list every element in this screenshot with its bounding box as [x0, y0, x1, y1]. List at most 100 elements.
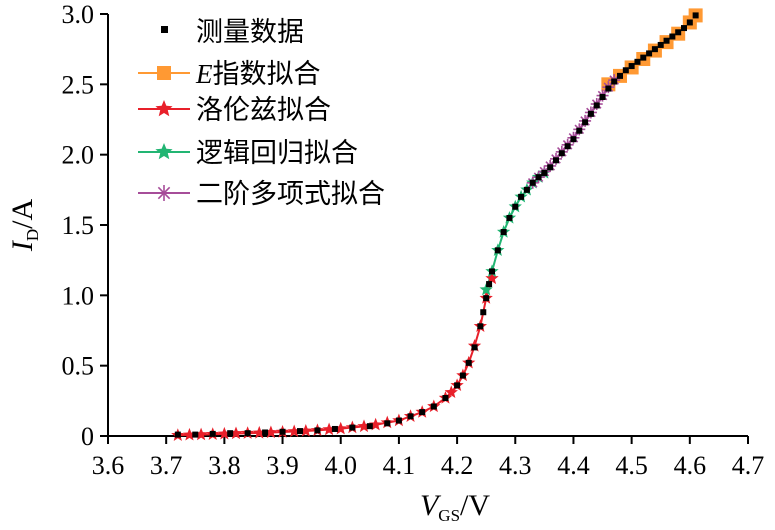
legend-marker-polynomial — [156, 185, 172, 201]
y-tick-label: 0.5 — [62, 352, 95, 381]
x-tick-label: 3.9 — [266, 451, 299, 480]
measured-point — [483, 295, 490, 302]
measured-point — [681, 25, 687, 32]
measured-point — [471, 344, 478, 351]
measured-point — [646, 50, 653, 57]
measured-point — [395, 417, 402, 424]
fit-point-lorentz — [287, 424, 301, 438]
measured-point — [675, 29, 682, 36]
x-tick-label: 3.6 — [92, 451, 125, 480]
measured-point — [564, 143, 571, 150]
measured-point — [209, 430, 216, 437]
measured-point — [582, 119, 589, 126]
x-axis-title-main: V — [420, 489, 442, 522]
measured-point — [366, 423, 373, 430]
y-axis-title-unit: /A — [6, 199, 39, 229]
legend-marker-lorentz — [155, 100, 173, 117]
fit-point-lorentz — [368, 417, 383, 431]
y-tick-label: 1.0 — [62, 281, 95, 310]
measured-point — [535, 174, 542, 181]
x-tick-label: 4.6 — [674, 451, 707, 480]
measured-point — [459, 372, 466, 379]
legend-item-measured: 测量数据 — [161, 17, 304, 48]
measured-point — [500, 229, 507, 236]
measured-point — [634, 58, 641, 65]
measured-point — [279, 428, 286, 435]
fit-point-lorentz — [194, 427, 208, 441]
measured-point — [477, 323, 484, 330]
fit-point-lorentz — [264, 425, 278, 439]
measured-point — [686, 19, 693, 26]
x-tick-label: 4.1 — [383, 451, 416, 480]
measured-point — [553, 157, 559, 164]
measured-point — [192, 431, 199, 438]
measured-point — [494, 247, 501, 254]
measured-point — [227, 430, 234, 437]
fit-point-lorentz — [229, 426, 243, 440]
measured-point — [651, 46, 658, 53]
legend: 测量数据 E指数拟合 洛伦兹拟合 逻辑回归拟合 二阶多项式拟合 — [138, 17, 385, 210]
legend-marker-measured — [161, 26, 168, 33]
legend-label-polynomial: 二阶多项式拟合 — [196, 179, 385, 210]
y-tick-label: 3.0 — [62, 0, 95, 29]
measured-point — [529, 179, 536, 186]
measured-point — [599, 93, 606, 100]
legend-item-exponential: E指数拟合 — [138, 59, 321, 90]
measured-point — [384, 420, 391, 427]
measured-point — [407, 413, 414, 420]
legend-label-lorentz: 洛伦兹拟合 — [196, 95, 331, 126]
legend-asterisk — [156, 185, 172, 201]
measured-point — [489, 268, 495, 275]
measured-point — [611, 78, 618, 85]
measured-point — [430, 403, 437, 410]
measured-point — [593, 102, 600, 109]
measured-point — [558, 150, 565, 157]
x-tick-label: 4.0 — [324, 451, 357, 480]
fit-point-logistic — [479, 282, 493, 296]
measured-point — [331, 425, 338, 432]
measured-point — [640, 54, 647, 61]
measured-point — [617, 72, 623, 79]
measured-point — [605, 85, 612, 92]
legend-label-measured: 测量数据 — [196, 17, 304, 48]
x-ticks: 3.6 3.7 3.8 3.9 4.0 4.1 4.2 4.3 4.4 4.5 4.6 4.7 — [92, 436, 764, 480]
measured-point — [669, 33, 676, 40]
x-axis-title-unit: /V — [460, 489, 490, 522]
measured-point — [541, 169, 548, 176]
fit-point-lorentz — [182, 427, 197, 441]
measured-point — [692, 12, 699, 19]
fit-point-lorentz — [444, 385, 458, 399]
measured-point — [523, 186, 530, 193]
measured-point — [657, 41, 664, 48]
fit-point-lorentz — [252, 425, 266, 439]
legend-item-polynomial: 二阶多项式拟合 — [138, 179, 385, 210]
measured-point — [442, 395, 449, 402]
measured-point — [506, 214, 513, 221]
legend-label-exponential-rest: 指数拟合 — [213, 59, 321, 90]
measured-point — [547, 164, 554, 171]
measured-point — [465, 359, 472, 366]
measured-point — [297, 428, 303, 435]
measured-point — [244, 430, 251, 437]
measured-point — [622, 67, 629, 74]
x-tick-label: 4.2 — [441, 451, 474, 480]
measured-point — [349, 424, 356, 431]
fit-point-lorentz — [357, 419, 371, 433]
measured-point — [512, 203, 519, 210]
x-tick-label: 4.5 — [615, 451, 648, 480]
fit-point-lorentz — [217, 426, 232, 440]
fit-curve-1 — [177, 278, 493, 437]
measured-point — [570, 136, 577, 143]
measured-point — [518, 193, 525, 200]
measured-point — [262, 429, 269, 436]
measured-point — [628, 63, 635, 70]
x-axis-title-sub: GS — [438, 506, 460, 525]
y-axis-title: ID/A — [6, 199, 42, 253]
x-tick-label: 4.3 — [499, 451, 532, 480]
legend-label-exponential: E指数拟合 — [195, 59, 321, 90]
x-tick-label: 3.7 — [150, 451, 183, 480]
legend-marker-exponential — [157, 66, 171, 80]
measured-point — [486, 281, 493, 288]
y-ticks: 0 0.5 1.0 1.5 2.0 2.5 3.0 — [62, 0, 108, 451]
